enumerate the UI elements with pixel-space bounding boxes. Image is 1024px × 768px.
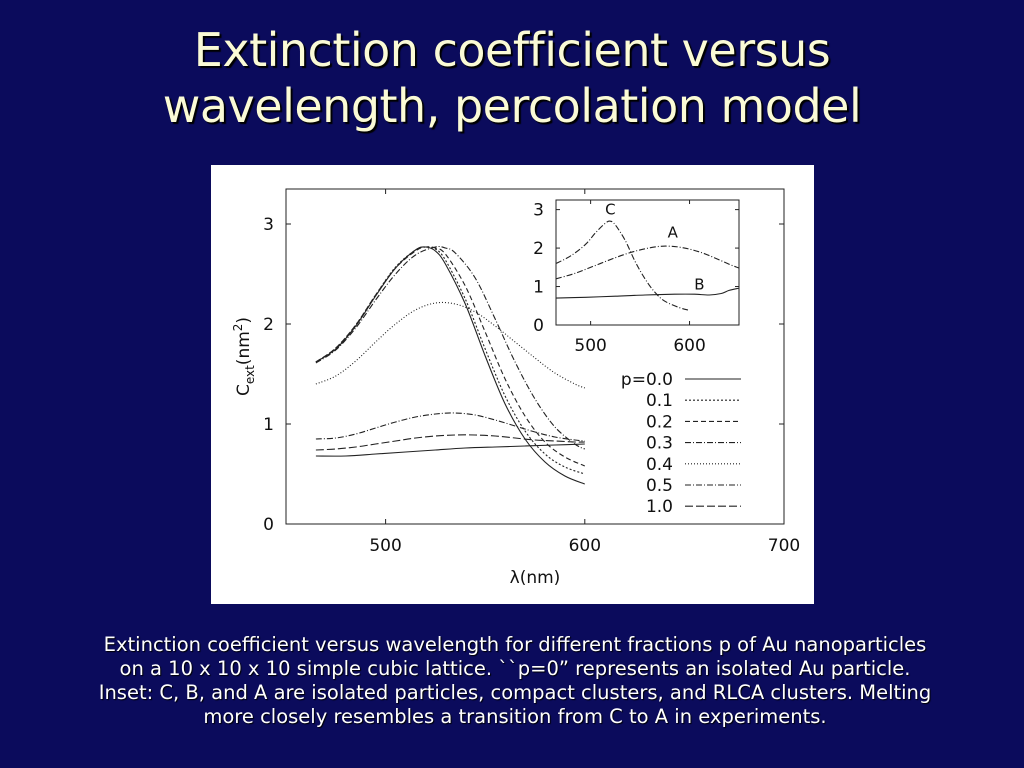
inset-series-line-b: [556, 287, 739, 299]
legend-label: 0.1: [646, 391, 673, 411]
inset-series-line-a: [556, 245, 739, 280]
series-line-p-0_2: [315, 246, 586, 467]
legend-label: 1.0: [646, 497, 673, 517]
legend-label: 0.3: [646, 434, 673, 454]
inset-plot-frame: [555, 199, 740, 326]
y-tick-label: 0: [263, 515, 274, 535]
inset-x-tick-label: 600: [673, 336, 705, 356]
figure-caption: Extinction coefficient versus wavelength…: [98, 633, 932, 728]
legend-label: 0.5: [646, 476, 673, 496]
y-tick-label: 1: [263, 415, 274, 435]
x-axis-label: λ(nm): [510, 568, 561, 588]
x-tick-label: 700: [768, 536, 800, 556]
legend-label: 0.2: [646, 412, 673, 432]
series-line-p-0_3: [315, 245, 586, 450]
legend-label: p=0.0: [621, 370, 673, 390]
series-line-p-0_4: [315, 301, 586, 389]
inset-curve-label: C: [605, 201, 615, 219]
y-axis-label-unit: (nm: [234, 331, 254, 365]
inset-y-tick-label: 1: [533, 278, 544, 298]
y-tick-label: 3: [263, 215, 274, 235]
inset-y-tick-label: 0: [533, 316, 544, 336]
inset-curve-label: B: [694, 276, 704, 294]
slide-title-line-1: Extinction coefficient versus: [193, 23, 831, 77]
slide-title-line-2: wavelength, percolation model: [162, 79, 862, 133]
slide-title: Extinction coefficient versus wavelength…: [0, 22, 1024, 134]
series-line-p-0_1: [315, 246, 585, 475]
figure-panel: 0 1 2 3 500 600 700 λ(nm) Cext(nm2) p=0.0 0.1 0.2 0.…: [211, 165, 814, 604]
series-line-p-1_0: [315, 434, 585, 451]
y-axis-label-main: C: [234, 384, 254, 396]
x-tick-label: 500: [369, 536, 401, 556]
inset-curve-label: A: [668, 224, 679, 242]
y-axis-label: Cext(nm2): [231, 317, 257, 396]
main-plot-frame: [285, 188, 785, 525]
y-axis-label-sup: 2: [231, 324, 245, 332]
inset-series-line-c: [556, 220, 690, 311]
series-line-p-0_5: [315, 412, 585, 442]
legend-label: 0.4: [646, 455, 673, 475]
y-tick-label: 2: [263, 315, 274, 335]
y-axis-label-close: ): [234, 317, 254, 324]
x-tick-label: 600: [569, 536, 601, 556]
inset-y-tick-label: 2: [533, 239, 544, 259]
series-line-baseline: [315, 443, 585, 457]
y-axis-label-sub: ext: [243, 365, 257, 384]
inset-x-tick-label: 500: [574, 336, 606, 356]
inset-y-tick-label: 3: [533, 201, 544, 221]
series-line-p-0_0: [315, 246, 586, 485]
